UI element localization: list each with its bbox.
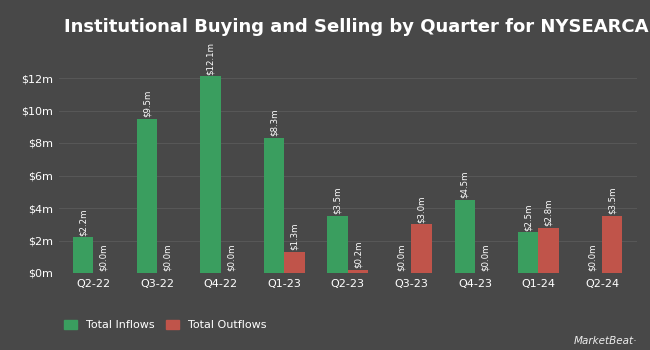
Bar xyxy=(284,252,304,273)
Text: $8.3m: $8.3m xyxy=(270,109,278,136)
Text: $0.2m: $0.2m xyxy=(354,241,363,268)
Bar xyxy=(518,232,538,273)
Bar xyxy=(264,138,284,273)
Text: $1.3m: $1.3m xyxy=(290,223,299,250)
Text: $3.5m: $3.5m xyxy=(333,187,342,215)
Bar xyxy=(328,216,348,273)
Text: $9.5m: $9.5m xyxy=(142,90,151,117)
Bar xyxy=(136,119,157,273)
Bar xyxy=(73,237,94,273)
Bar xyxy=(538,228,559,273)
Legend: Total Inflows, Total Outflows: Total Inflows, Total Outflows xyxy=(64,320,266,330)
Text: $4.5m: $4.5m xyxy=(460,171,469,198)
Text: $3.5m: $3.5m xyxy=(608,187,617,215)
Bar xyxy=(348,270,368,273)
Text: MarketBeat·: MarketBeat· xyxy=(573,336,637,346)
Text: $2.5m: $2.5m xyxy=(524,203,533,231)
Bar xyxy=(200,76,220,273)
Text: $12.1m: $12.1m xyxy=(206,42,215,75)
Bar xyxy=(411,224,432,273)
Text: $0.0m: $0.0m xyxy=(588,244,596,271)
Text: $0.0m: $0.0m xyxy=(480,244,489,271)
Bar xyxy=(602,216,623,273)
Text: $0.0m: $0.0m xyxy=(226,244,235,271)
Text: $0.0m: $0.0m xyxy=(396,244,406,271)
Text: $3.0m: $3.0m xyxy=(417,195,426,223)
Text: $0.0m: $0.0m xyxy=(162,244,172,271)
Text: $2.8m: $2.8m xyxy=(544,198,553,226)
Text: $2.2m: $2.2m xyxy=(79,208,88,236)
Text: Institutional Buying and Selling by Quarter for NYSEARCA:BUL: Institutional Buying and Selling by Quar… xyxy=(64,18,650,36)
Bar xyxy=(454,200,475,273)
Text: $0.0m: $0.0m xyxy=(99,244,108,271)
